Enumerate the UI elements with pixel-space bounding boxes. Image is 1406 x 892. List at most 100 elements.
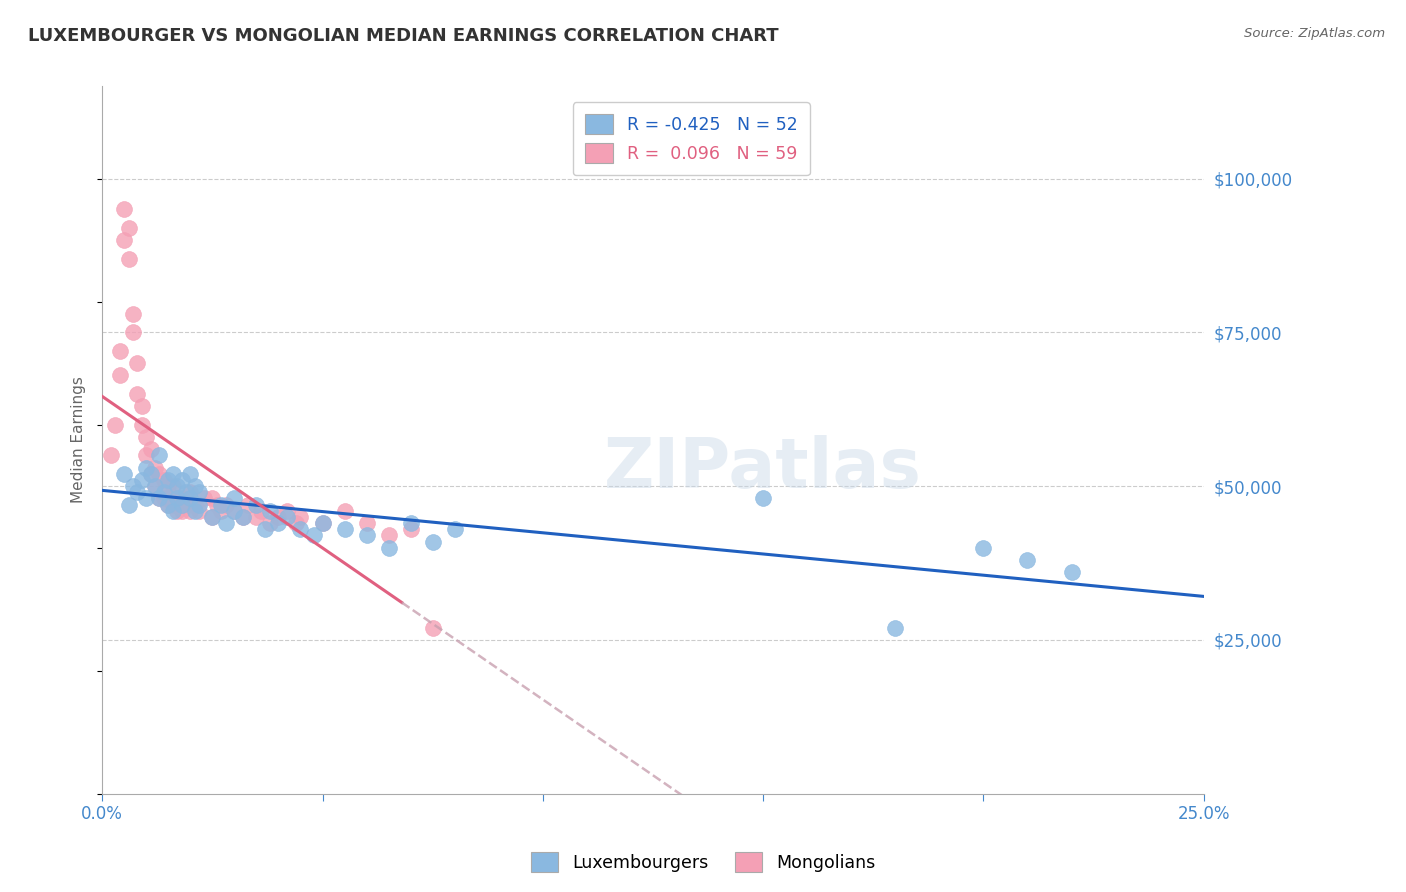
Point [188,485,211,500]
Point [170,504,193,518]
Point [276,504,298,518]
Point [135,430,157,444]
Point [127,356,149,370]
Point [290,522,312,536]
Text: ZIPatlas: ZIPatlas [605,434,922,502]
Point [139,467,162,481]
Point [267,509,290,524]
Point [267,516,290,530]
Text: Source: ZipAtlas.com: Source: ZipAtlas.com [1244,27,1385,40]
Point [422,621,444,635]
Point [166,504,188,518]
Point [443,522,465,536]
Point [1017,553,1039,567]
Point [148,491,170,506]
Point [245,498,267,512]
Point [884,621,907,635]
Point [377,541,399,555]
Point [122,479,145,493]
Point [153,473,176,487]
Point [100,449,122,463]
Point [201,509,224,524]
Point [214,498,236,512]
Point [224,504,246,518]
Point [201,509,224,524]
Point [166,491,188,506]
Point [184,498,207,512]
Point [166,479,188,493]
Point [170,491,193,506]
Y-axis label: Median Earnings: Median Earnings [72,376,86,503]
Point [108,343,131,358]
Point [117,252,139,266]
Point [139,467,162,481]
Point [236,498,259,512]
Point [232,509,254,524]
Legend: Luxembourgers, Mongolians: Luxembourgers, Mongolians [523,845,883,879]
Point [276,509,298,524]
Point [157,473,180,487]
Point [209,498,232,512]
Point [311,516,333,530]
Point [179,491,201,506]
Point [148,467,170,481]
Point [209,504,232,518]
Point [188,504,211,518]
Legend: R = -0.425   N = 52, R =  0.096   N = 59: R = -0.425 N = 52, R = 0.096 N = 59 [572,102,810,175]
Point [170,498,193,512]
Point [245,509,267,524]
Point [193,491,215,506]
Point [139,442,162,457]
Point [250,504,273,518]
Point [972,541,994,555]
Point [188,498,211,512]
Point [184,479,207,493]
Point [259,504,281,518]
Point [399,516,422,530]
Point [259,516,281,530]
Point [356,528,378,542]
Point [135,449,157,463]
Point [143,479,166,493]
Point [290,509,312,524]
Point [131,473,153,487]
Point [131,399,153,413]
Text: LUXEMBOURGER VS MONGOLIAN MEDIAN EARNINGS CORRELATION CHART: LUXEMBOURGER VS MONGOLIAN MEDIAN EARNING… [28,27,779,45]
Point [127,387,149,401]
Point [224,491,246,506]
Point [153,485,176,500]
Point [117,220,139,235]
Point [174,485,197,500]
Point [143,460,166,475]
Point [254,522,277,536]
Point [108,368,131,383]
Point [333,504,356,518]
Point [201,491,224,506]
Point [157,498,180,512]
Point [148,491,170,506]
Point [399,522,422,536]
Point [752,491,775,506]
Point [422,534,444,549]
Point [356,516,378,530]
Point [166,491,188,506]
Point [333,522,356,536]
Point [122,307,145,321]
Point [153,491,176,506]
Point [112,202,135,217]
Point [157,498,180,512]
Point [135,491,157,506]
Point [179,467,201,481]
Point [104,417,127,432]
Point [232,509,254,524]
Point [174,498,197,512]
Point [205,498,228,512]
Point [148,449,170,463]
Point [131,417,153,432]
Point [135,460,157,475]
Point [179,485,201,500]
Point [184,504,207,518]
Point [170,473,193,487]
Point [117,498,139,512]
Point [112,233,135,247]
